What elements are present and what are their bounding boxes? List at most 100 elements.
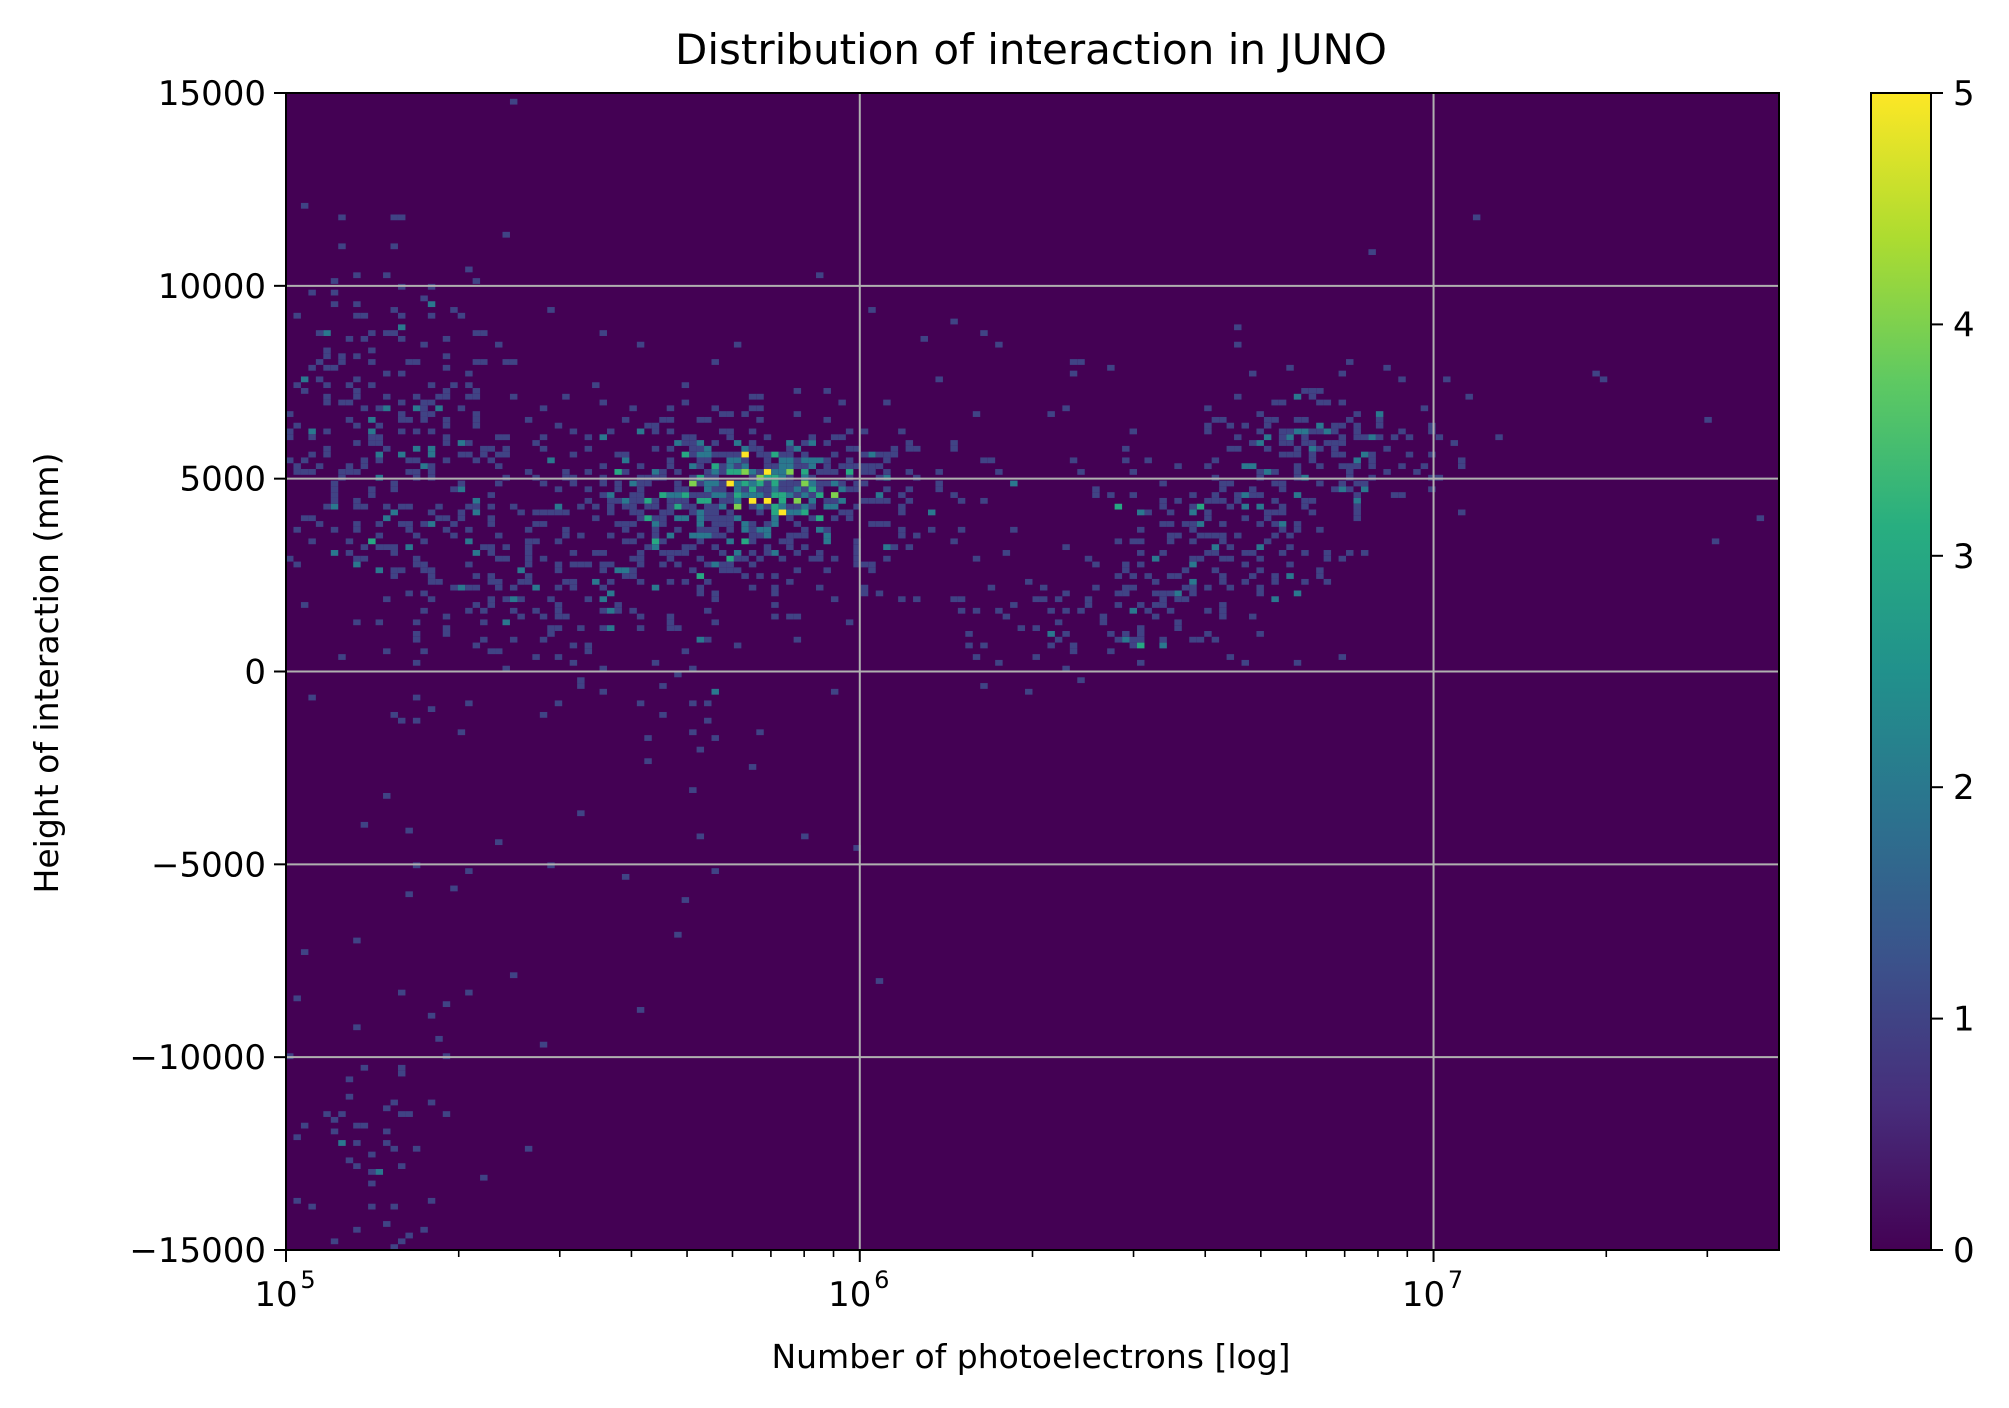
- heatmap-cell: [1204, 532, 1212, 539]
- heatmap-cell: [465, 526, 473, 533]
- heatmap-cell: [778, 555, 787, 562]
- heatmap-cell: [308, 364, 316, 371]
- heatmap-cell: [286, 434, 294, 441]
- heatmap-cell: [420, 607, 428, 614]
- heatmap-cell: [1211, 532, 1220, 539]
- heatmap-cell: [935, 376, 943, 383]
- heatmap-cell: [1316, 388, 1324, 394]
- heatmap-cell: [397, 521, 406, 527]
- heatmap-cell: [1398, 428, 1406, 435]
- heatmap-cell: [368, 382, 376, 389]
- heatmap-cell: [1241, 503, 1249, 510]
- heatmap-cell: [607, 509, 615, 516]
- heatmap-cell: [748, 584, 757, 591]
- heatmap-cell: [383, 393, 391, 400]
- heatmap-cell: [554, 602, 563, 608]
- heatmap-cell: [412, 405, 421, 412]
- heatmap-cell: [711, 544, 719, 551]
- heatmap-cell: [1047, 642, 1055, 649]
- heatmap-cell: [397, 1070, 406, 1077]
- heatmap-cell: [726, 561, 734, 568]
- heatmap-cell: [801, 457, 809, 464]
- heatmap-cell: [1107, 492, 1115, 498]
- heatmap-cell: [674, 503, 682, 510]
- heatmap-cell: [1323, 578, 1332, 585]
- heatmap-cell: [465, 370, 473, 377]
- heatmap-cell: [883, 399, 891, 406]
- heatmap-cell: [420, 416, 428, 423]
- heatmap-cell: [1032, 596, 1040, 603]
- colorbar-tick-label: 3: [1953, 537, 1975, 577]
- heatmap-cell: [950, 596, 958, 603]
- heatmap-cell: [457, 584, 466, 591]
- heatmap-cell: [1375, 416, 1384, 423]
- heatmap-cell: [308, 428, 316, 435]
- heatmap-cell: [756, 532, 764, 539]
- heatmap-cell: [1458, 457, 1466, 464]
- heatmap-cell: [599, 561, 607, 568]
- heatmap-cell: [405, 1111, 413, 1117]
- heatmap-cell: [450, 885, 458, 892]
- heatmap-cell: [412, 457, 421, 464]
- heatmap-cell: [412, 619, 421, 626]
- heatmap-cell: [360, 335, 369, 342]
- heatmap-cell: [427, 1099, 436, 1106]
- heatmap-cell: [853, 845, 861, 851]
- heatmap-cell: [1458, 509, 1466, 516]
- heatmap-cell: [1338, 555, 1347, 562]
- heatmap-cell: [704, 497, 712, 504]
- heatmap-cell: [995, 469, 1003, 475]
- heatmap-cell: [442, 1111, 451, 1117]
- heatmap-cell: [1271, 480, 1279, 487]
- heatmap-cell: [629, 405, 637, 412]
- heatmap-cell: [957, 596, 966, 603]
- heatmap-cell: [801, 532, 809, 539]
- heatmap-cell: [696, 457, 705, 464]
- heatmap-cell: [718, 469, 727, 475]
- heatmap-cell: [711, 509, 719, 516]
- heatmap-cell: [1025, 578, 1033, 585]
- heatmap-cell: [756, 526, 764, 533]
- heatmap-cell: [420, 538, 428, 545]
- heatmap-cell: [704, 561, 712, 568]
- heatmap-cell: [308, 538, 316, 545]
- heatmap-cell: [830, 503, 839, 510]
- heatmap-cell: [733, 567, 742, 574]
- heatmap-cell: [853, 538, 861, 545]
- heatmap-cell: [674, 440, 682, 446]
- heatmap-cell: [711, 868, 719, 874]
- heatmap-cell: [681, 503, 690, 510]
- heatmap-cell: [293, 561, 301, 568]
- heatmap-cell: [890, 544, 899, 551]
- heatmap-cell: [636, 1007, 645, 1013]
- heatmap-cell: [1226, 555, 1235, 562]
- heatmap-cell: [1465, 393, 1473, 400]
- heatmap-cell: [1137, 602, 1145, 608]
- heatmap-cell: [539, 521, 548, 527]
- heatmap-cell: [957, 607, 966, 614]
- heatmap-cell: [659, 712, 667, 718]
- heatmap-cell: [323, 393, 331, 400]
- heatmap-cell: [704, 416, 712, 423]
- heatmap-cell: [1278, 440, 1287, 446]
- heatmap-cell: [704, 717, 712, 724]
- heatmap-cell: [771, 509, 779, 516]
- heatmap-cell: [786, 451, 794, 458]
- heatmap-cell: [584, 596, 593, 603]
- heatmap-cell: [427, 301, 436, 308]
- heatmap-cell: [1420, 463, 1429, 470]
- heatmap-cell: [383, 272, 391, 279]
- heatmap-cell: [293, 1197, 301, 1204]
- heatmap-cell: [681, 648, 690, 655]
- heatmap-cell: [330, 278, 339, 284]
- heatmap-cell: [509, 98, 518, 105]
- heatmap-cell: [1375, 411, 1384, 417]
- heatmap-cell: [1092, 561, 1100, 568]
- heatmap-cell: [293, 526, 301, 533]
- heatmap-cell: [621, 451, 630, 458]
- heatmap-cell: [293, 469, 301, 475]
- heatmap-cell: [830, 596, 839, 603]
- heatmap-cell: [651, 544, 660, 551]
- heatmap-cell: [614, 486, 622, 493]
- heatmap-cell: [397, 399, 406, 406]
